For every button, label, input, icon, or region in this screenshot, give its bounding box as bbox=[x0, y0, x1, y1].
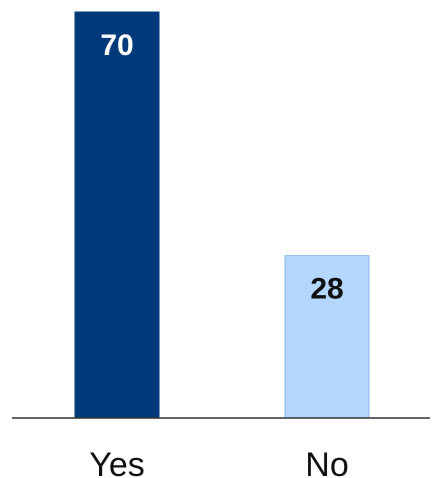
bar-yes bbox=[74, 11, 160, 419]
category-label-yes: Yes bbox=[89, 446, 144, 478]
category-label-no: No bbox=[305, 446, 348, 478]
labels-group: 70 Yes 28 No bbox=[89, 29, 348, 478]
value-label-yes: 70 bbox=[100, 29, 133, 62]
value-label-no: 28 bbox=[310, 273, 343, 306]
bars-group bbox=[74, 11, 370, 419]
bar-no bbox=[284, 255, 370, 419]
